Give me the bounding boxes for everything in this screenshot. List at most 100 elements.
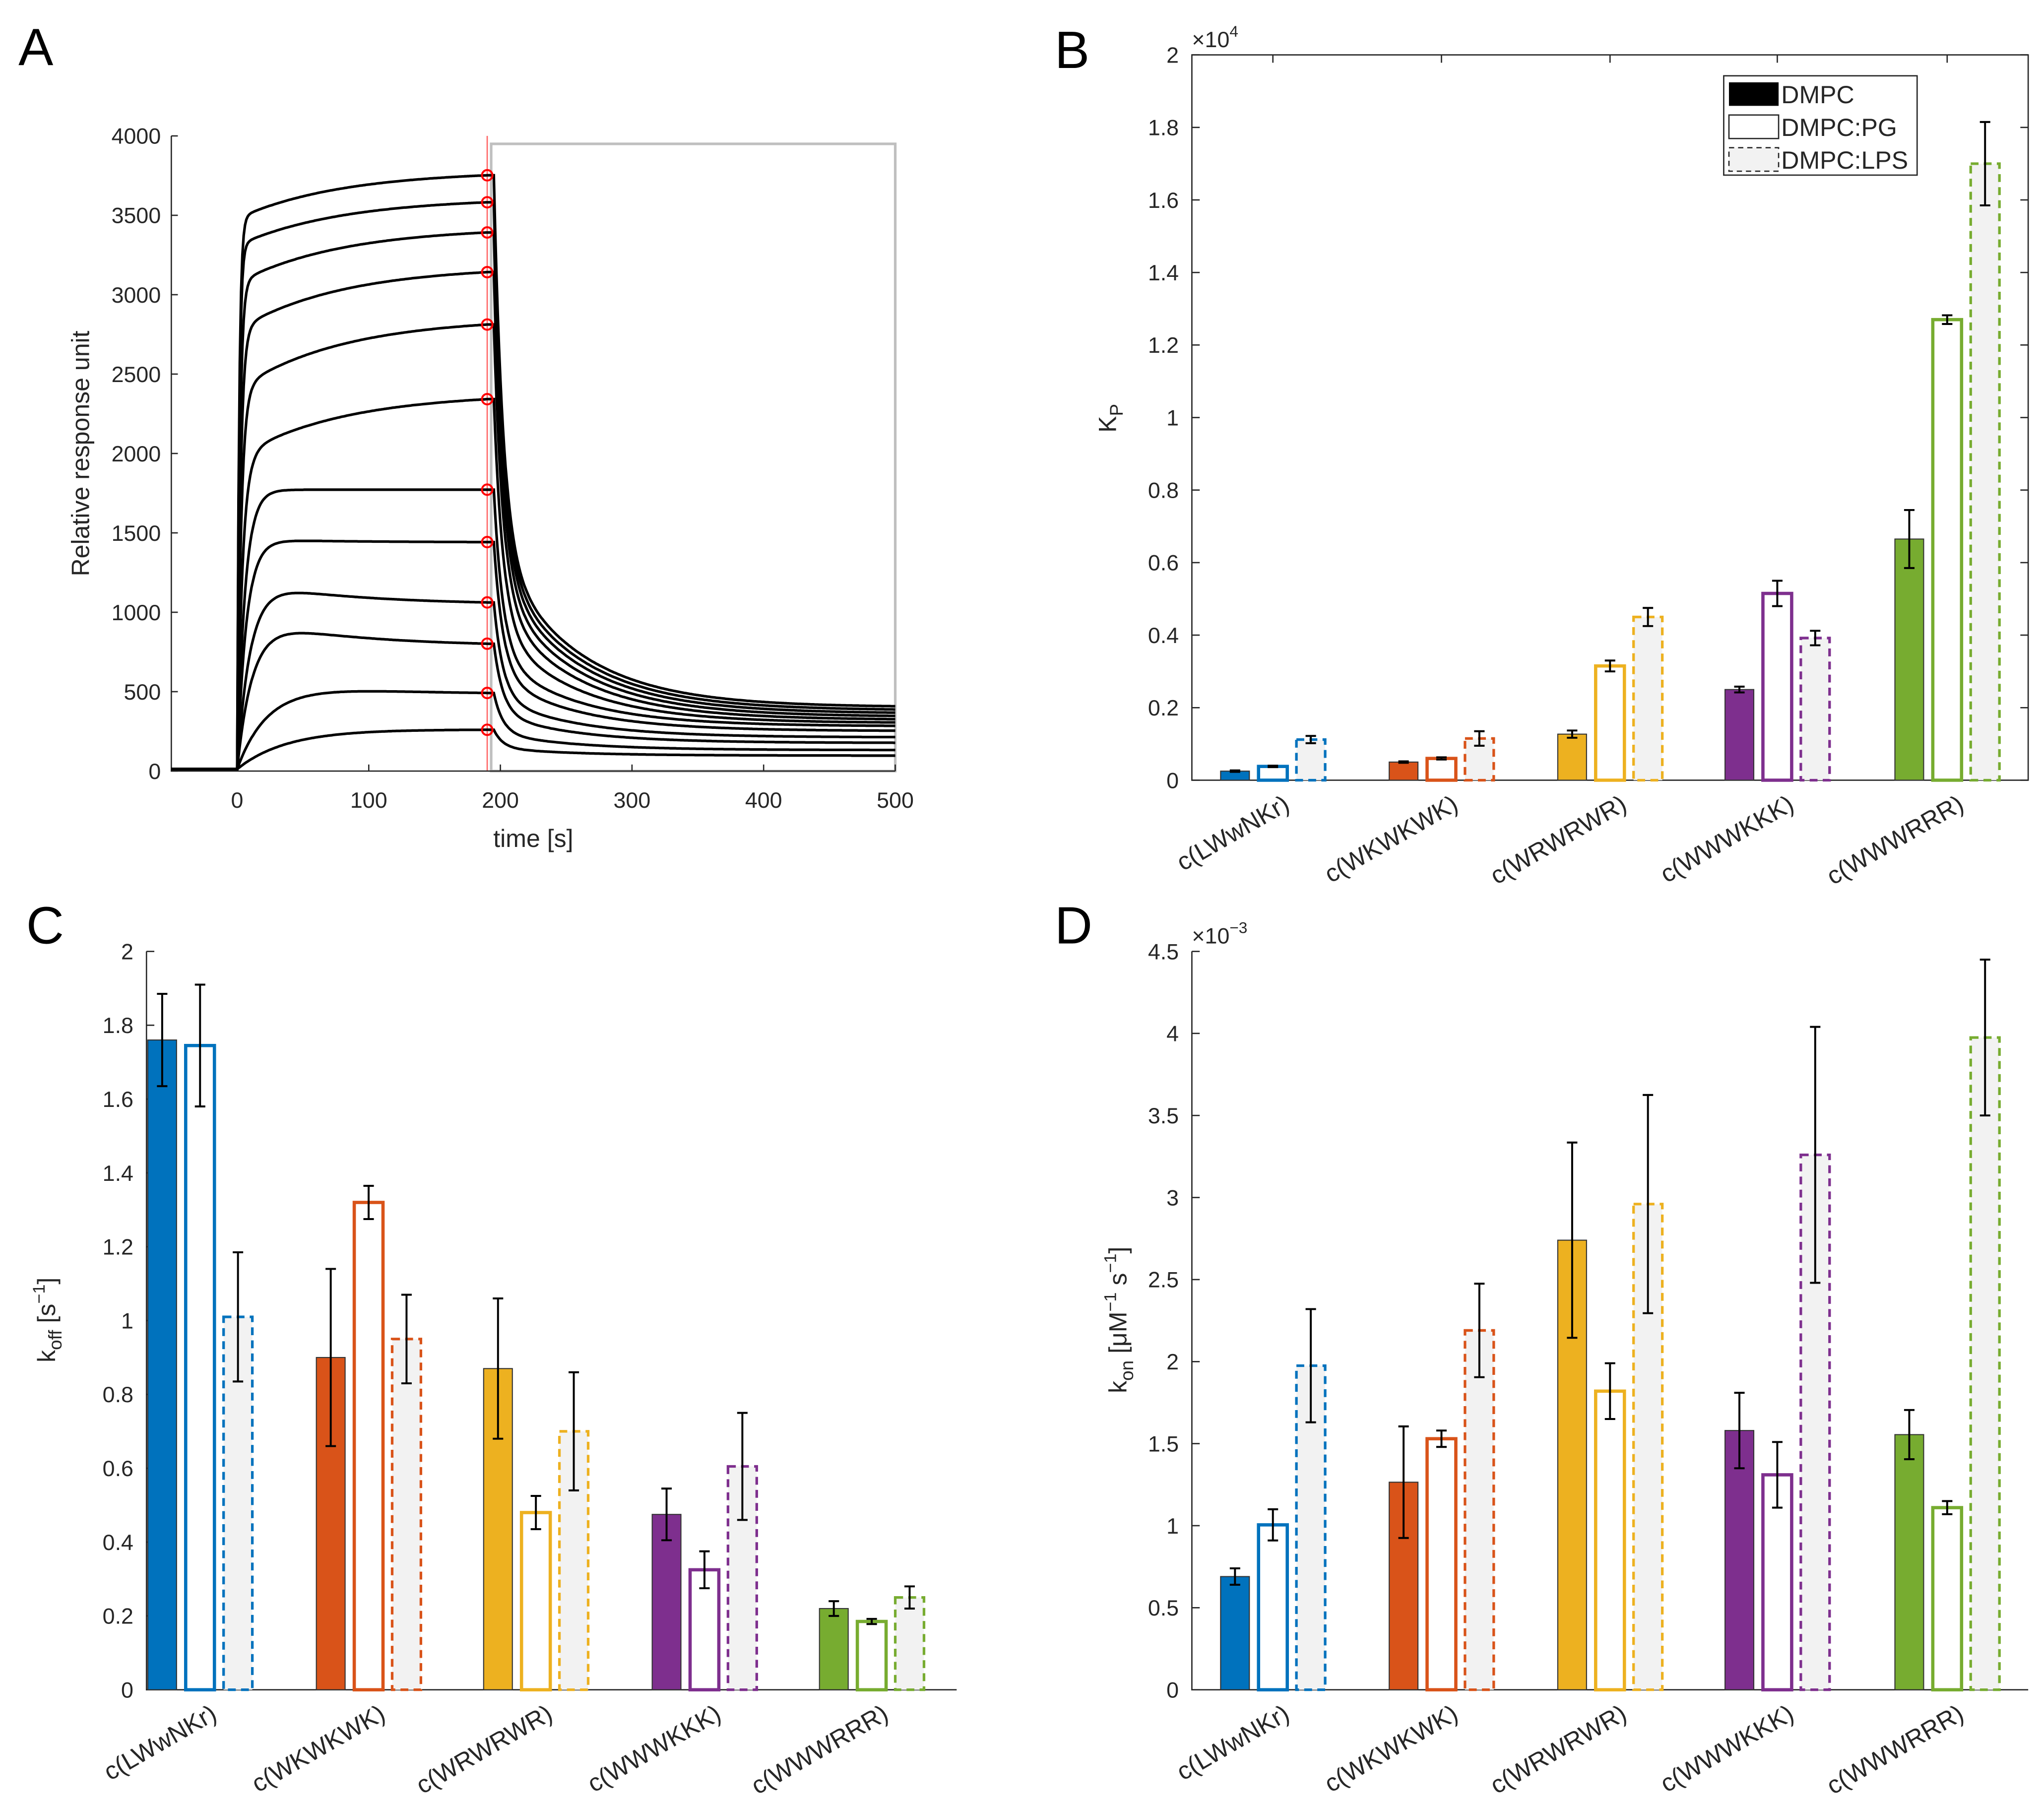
bar-dmpc-pg	[519, 1511, 552, 1691]
panel-label-d: D	[1055, 897, 1092, 955]
error-bar	[233, 1251, 244, 1383]
error-bar	[1643, 1094, 1654, 1314]
marker-point	[481, 169, 494, 182]
category-label: c(WWWKKK)	[1656, 1699, 1798, 1798]
legend-label: DMPC:PG	[1781, 114, 1897, 141]
marker-point	[481, 318, 494, 331]
bar-dmpc-pg	[1761, 591, 1793, 782]
y-tick-label: 2000	[112, 442, 161, 466]
bar-dmpc	[1894, 1434, 1924, 1690]
y-tick-label: 1.8	[103, 1013, 133, 1038]
response-curve	[171, 231, 895, 771]
y-tick-label: 0.2	[1148, 696, 1179, 720]
error-bar	[1734, 685, 1745, 694]
bar-dmpc-pg	[1257, 765, 1289, 782]
y-label-unit-exp: −1	[1101, 1293, 1120, 1312]
error-bar	[1643, 607, 1654, 627]
error-bar	[1567, 729, 1578, 739]
exponent-power: −3	[1229, 919, 1247, 937]
y-tick-label: 0.4	[1148, 623, 1179, 648]
error-bar	[1904, 1409, 1915, 1461]
legend: DMPC DMPC:PG DMPC:LPS	[1723, 75, 1918, 176]
error-bar	[1398, 760, 1409, 764]
error-bar	[1772, 1441, 1783, 1509]
bar-dmpc	[1725, 689, 1755, 781]
marker-point	[481, 265, 494, 279]
category-label: c(WWWKKK)	[1656, 789, 1798, 888]
error-bar	[904, 1585, 915, 1610]
exponent-power: 4	[1229, 22, 1238, 40]
category-label: c(WWWRRR)	[1822, 1699, 1968, 1800]
kon-chart: kon [μM−1 s−1] ×10−3 00.511.522.533.544.…	[1101, 919, 2029, 1800]
response-curve	[171, 174, 895, 771]
y-tick-label: 1500	[112, 521, 161, 546]
y-tick-label: 2.5	[1148, 1268, 1179, 1293]
error-bar	[1436, 1429, 1447, 1448]
bar-dmpc-lps	[1632, 615, 1664, 782]
x-tick-label: 300	[614, 788, 651, 813]
error-bar	[1229, 1567, 1240, 1586]
y-axis-label: KP	[1094, 404, 1127, 433]
response-curve	[171, 591, 895, 771]
y-tick-label: 1.5	[1148, 1431, 1179, 1456]
bar-dmpc	[1220, 1576, 1250, 1690]
bar-dmpc-lps	[1799, 637, 1831, 782]
error-bar	[699, 1550, 710, 1590]
y-label-main: K	[1094, 416, 1122, 432]
response-curve	[171, 728, 895, 771]
category-label: c(WRWRWR)	[1485, 1699, 1631, 1800]
y-tick-label: 0	[1166, 768, 1179, 793]
category-label: c(WWWRRR)	[1822, 789, 1968, 890]
y-label-main: k	[33, 1350, 61, 1362]
koff-chart: koff [s−1] 0 0.2 0.4 0.6 0.8 1 1.2 1.4 1.6 1.8 2 c(…	[30, 939, 957, 1800]
y-tick-label: 1	[1166, 1514, 1179, 1539]
y-tick-label: 1.2	[1148, 333, 1179, 358]
marker-point	[481, 687, 494, 700]
bar-dmpc-pg	[1594, 664, 1626, 782]
error-bar	[1810, 630, 1821, 646]
legend-swatch	[1728, 114, 1780, 139]
error-bar	[1474, 730, 1485, 747]
y-axis-label: Relative response unit	[66, 330, 94, 576]
error-bar	[493, 1297, 504, 1440]
error-bar	[1810, 1026, 1821, 1284]
y-axis-label: kon [μM−1 s−1]	[1101, 1247, 1137, 1393]
y-tick-label: 1.2	[103, 1235, 133, 1260]
error-bar	[1734, 1392, 1745, 1470]
y-tick-label: 0	[121, 1678, 133, 1702]
marker-point	[481, 393, 494, 406]
bar-dmpc	[651, 1514, 682, 1690]
error-bar	[401, 1293, 412, 1385]
category-label: c(WKWKWK)	[247, 1699, 389, 1798]
y-label-close: ]	[1104, 1247, 1132, 1254]
y-tick-label: 2	[121, 939, 133, 964]
error-bar	[1305, 735, 1316, 744]
y-tick-label: 0.8	[1148, 478, 1179, 503]
bar-dmpc-pg	[1594, 1389, 1626, 1691]
y-label-main: k	[1104, 1380, 1132, 1393]
y-label-unit2-exp: −1	[1101, 1254, 1120, 1273]
response-curve	[171, 539, 895, 771]
bar-dmpc-pg	[1425, 1437, 1458, 1691]
y-tick-label: 1000	[112, 600, 161, 625]
error-bar	[1980, 121, 1990, 206]
error-bar	[325, 1268, 336, 1447]
x-tick-label: 100	[350, 788, 387, 813]
bar-dmpc	[147, 1039, 177, 1690]
y-tick-label: 2500	[112, 362, 161, 387]
error-bar	[194, 983, 205, 1107]
bar-dmpc-lps	[894, 1596, 926, 1691]
panel-label-c: C	[26, 897, 64, 955]
bar-dmpc	[1725, 1430, 1755, 1690]
y-tick-label: 3500	[112, 203, 161, 228]
y-tick-label: 0.2	[103, 1604, 133, 1629]
y-label-sub: on	[1117, 1360, 1137, 1381]
bar-dmpc-pg	[855, 1619, 888, 1691]
error-bar	[569, 1371, 579, 1491]
legend-swatch	[1728, 82, 1779, 106]
error-bar	[363, 1185, 374, 1220]
y-tick-label: 1.4	[103, 1161, 133, 1186]
bar-dmpc-pg	[352, 1201, 385, 1691]
y-tick-label: 3000	[112, 283, 161, 308]
category-label: c(LWwNKr)	[99, 1699, 221, 1786]
